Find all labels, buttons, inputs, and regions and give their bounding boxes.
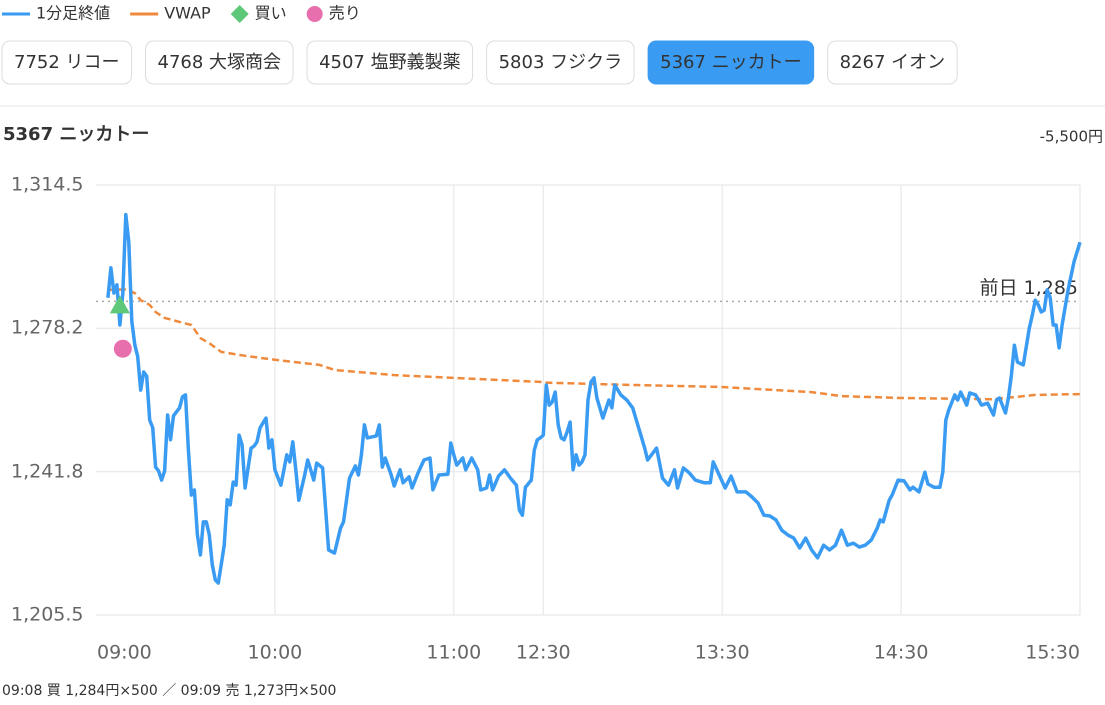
tab-label: 4507 塩野義製薬	[319, 52, 461, 73]
tab-background	[145, 40, 294, 85]
tab-label: 5803 フジクラ	[499, 52, 623, 73]
tab-label: 4768 大塚商会	[158, 52, 282, 73]
tab-label: 5367 ニッカトー	[660, 52, 802, 73]
legend-label: 1分足終値	[36, 4, 110, 23]
x-tick-label: 13:30	[695, 642, 750, 664]
tab-background	[647, 40, 815, 85]
stock-tab[interactable]: 7752 リコー	[1, 40, 133, 85]
series-line	[106, 212, 1082, 585]
sell-marker	[113, 339, 132, 358]
legend-item: 1分足終値	[2, 4, 110, 23]
legend-label: 売り	[329, 4, 361, 23]
y-tick-label: 1,314.5	[11, 174, 84, 196]
legend-item: VWAP	[130, 4, 211, 23]
trade-log: 09:08 買 1,284円×500 ／ 09:09 売 1,273円×500	[2, 683, 336, 699]
tab-background	[306, 40, 474, 85]
reference-label: 前日 1,285	[980, 277, 1078, 299]
x-tick-label: 10:00	[248, 642, 303, 664]
stock-tab[interactable]: 4768 大塚商会	[145, 40, 294, 85]
x-tick-label: 11:00	[426, 642, 481, 664]
tab-label: 7752 リコー	[14, 52, 120, 73]
buy-marker	[109, 295, 130, 314]
pnl: -5,500円	[1040, 128, 1103, 146]
legend-item: 買い	[230, 4, 287, 23]
legend-item: 売り	[306, 4, 361, 23]
stock-tab[interactable]: 4507 塩野義製薬	[306, 40, 474, 85]
stock-tab[interactable]: 5367 ニッカトー	[647, 40, 815, 85]
stock-tab[interactable]: 5803 フジクラ	[486, 40, 635, 85]
y-tick-label: 1,205.5	[11, 604, 84, 626]
legend-swatch	[230, 5, 249, 23]
chart-title: 5367 ニッカトー	[3, 124, 149, 145]
legend-swatch	[306, 6, 323, 22]
tab-background	[486, 40, 635, 85]
tab-background	[827, 40, 958, 85]
tab-background	[1, 40, 133, 85]
series-line	[107, 288, 1081, 401]
x-tick-label: 12:30	[516, 642, 571, 664]
x-tick-label: 14:30	[874, 642, 929, 664]
tab-label: 8267 イオン	[840, 52, 946, 73]
x-tick-label: 09:00	[97, 642, 152, 664]
y-tick-label: 1,241.8	[11, 460, 84, 482]
legend-label: 買い	[255, 4, 287, 23]
x-tick-label: 15:30	[1025, 642, 1080, 664]
legend-label: VWAP	[164, 4, 211, 23]
y-tick-label: 1,278.2	[11, 317, 84, 339]
stock-tab[interactable]: 8267 イオン	[827, 40, 958, 85]
